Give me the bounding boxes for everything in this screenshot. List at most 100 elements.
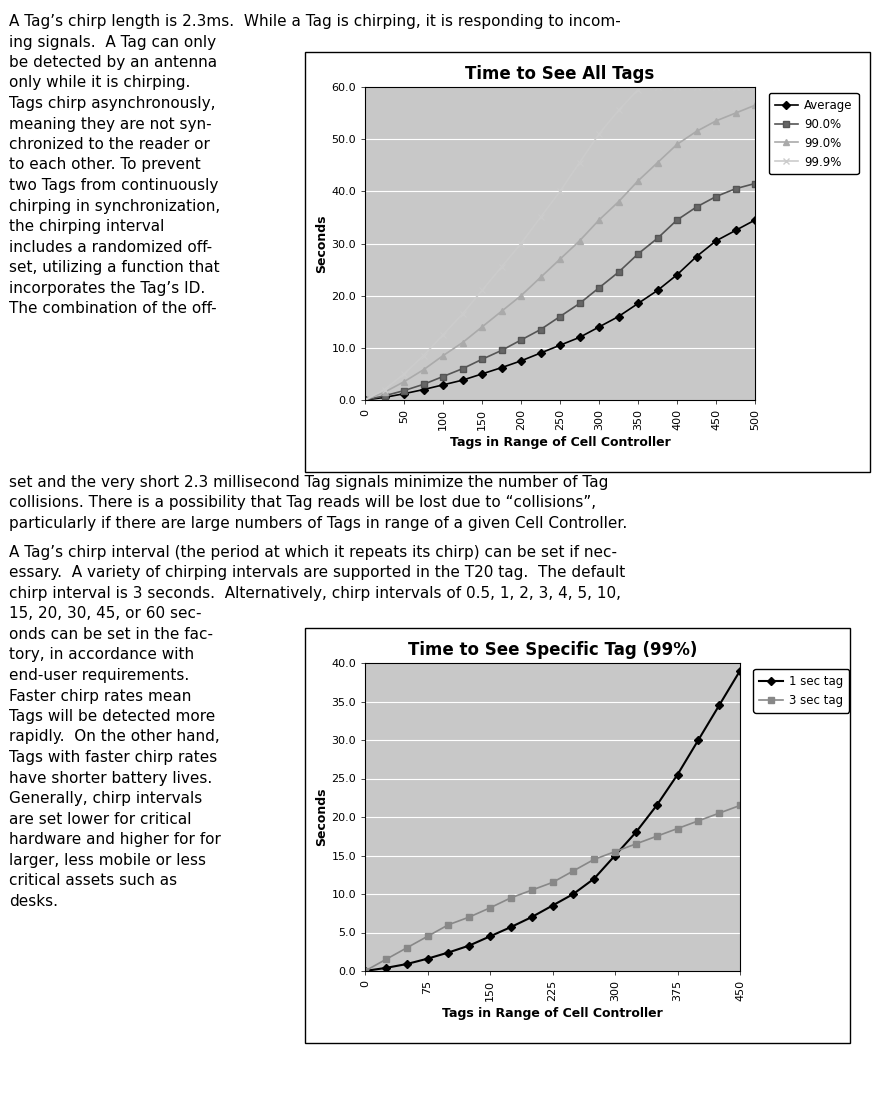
- 99.9%: [516, 237, 526, 250]
- Text: have shorter battery lives.: have shorter battery lives.: [9, 771, 212, 785]
- 99.9%: [476, 284, 487, 298]
- 90.0%: [457, 362, 467, 376]
- 90.0%: [711, 190, 722, 203]
- Text: Faster chirp rates mean: Faster chirp rates mean: [9, 688, 191, 704]
- Average: [399, 388, 409, 401]
- 3 sec tag: [547, 876, 558, 889]
- Text: 15, 20, 30, 45, or 60 sec-: 15, 20, 30, 45, or 60 sec-: [9, 606, 202, 621]
- 1 sec tag: [673, 769, 683, 782]
- 1 sec tag: [443, 946, 454, 960]
- 99.0%: [516, 289, 526, 302]
- 99.0%: [555, 253, 566, 266]
- Text: ing signals.  A Tag can only: ing signals. A Tag can only: [9, 34, 216, 49]
- 90.0%: [613, 266, 624, 279]
- 3 sec tag: [443, 918, 454, 931]
- Average: [574, 330, 585, 344]
- Text: chirp interval is 3 seconds.  Alternatively, chirp intervals of 0.5, 1, 2, 3, 4,: chirp interval is 3 seconds. Alternative…: [9, 586, 621, 601]
- 3 sec tag: [359, 964, 370, 977]
- 99.0%: [438, 349, 449, 362]
- 99.9%: [632, 83, 643, 97]
- Text: critical assets such as: critical assets such as: [9, 873, 177, 888]
- Average: [476, 368, 487, 381]
- Average: [672, 268, 682, 281]
- Text: A Tag’s chirp interval (the period at which it repeats its chirp) can be set if : A Tag’s chirp interval (the period at wh…: [9, 545, 617, 560]
- Text: chronized to the reader or: chronized to the reader or: [9, 137, 210, 152]
- 90.0%: [516, 334, 526, 347]
- Average: [594, 321, 605, 334]
- Text: includes a randomized off-: includes a randomized off-: [9, 239, 212, 255]
- Average: [457, 373, 467, 386]
- Line: 99.0%: 99.0%: [362, 102, 758, 403]
- Average: [711, 234, 722, 247]
- 90.0%: [574, 296, 585, 310]
- Y-axis label: Seconds: Seconds: [316, 214, 328, 272]
- 3 sec tag: [631, 838, 641, 851]
- Average: [749, 213, 760, 226]
- Average: [555, 338, 566, 351]
- Average: [438, 379, 449, 392]
- 1 sec tag: [631, 826, 641, 839]
- 90.0%: [691, 201, 702, 214]
- 99.9%: [399, 368, 409, 381]
- 90.0%: [535, 323, 546, 336]
- Text: only while it is chirping.: only while it is chirping.: [9, 76, 190, 90]
- 90.0%: [652, 232, 663, 245]
- 99.9%: [457, 307, 467, 321]
- 90.0%: [632, 247, 643, 260]
- 3 sec tag: [401, 941, 412, 954]
- 99.0%: [457, 336, 467, 349]
- 3 sec tag: [422, 930, 433, 943]
- 3 sec tag: [651, 830, 662, 843]
- Text: to each other. To prevent: to each other. To prevent: [9, 157, 201, 172]
- 99.0%: [535, 271, 546, 284]
- 99.9%: [438, 328, 449, 341]
- Text: meaning they are not syn-: meaning they are not syn-: [9, 116, 211, 132]
- Text: essary.  A variety of chirping intervals are supported in the T20 tag.  The defa: essary. A variety of chirping intervals …: [9, 565, 625, 581]
- 99.9%: [652, 80, 663, 93]
- 1 sec tag: [422, 952, 433, 965]
- 90.0%: [438, 370, 449, 383]
- 99.9%: [691, 80, 702, 93]
- Text: onds can be set in the fac-: onds can be set in the fac-: [9, 627, 213, 642]
- Text: the chirping interval: the chirping interval: [9, 219, 164, 234]
- 1 sec tag: [568, 887, 579, 900]
- 3 sec tag: [381, 953, 392, 966]
- Line: 1 sec tag: 1 sec tag: [362, 668, 743, 974]
- Average: [359, 393, 370, 406]
- 99.9%: [749, 80, 760, 93]
- 99.0%: [476, 321, 487, 334]
- Text: chirping in synchronization,: chirping in synchronization,: [9, 199, 220, 213]
- Line: 3 sec tag: 3 sec tag: [362, 803, 743, 974]
- X-axis label: Tags in Range of Cell Controller: Tags in Range of Cell Controller: [450, 436, 671, 449]
- 3 sec tag: [589, 853, 599, 866]
- Average: [613, 310, 624, 323]
- 99.0%: [749, 99, 760, 112]
- 90.0%: [594, 281, 605, 294]
- 3 sec tag: [464, 910, 475, 923]
- Text: A Tag’s chirp length is 2.3ms.  While a Tag is chirping, it is responding to inc: A Tag’s chirp length is 2.3ms. While a T…: [9, 14, 621, 29]
- 99.0%: [379, 385, 390, 399]
- Average: [691, 250, 702, 264]
- Line: 99.9%: 99.9%: [362, 85, 758, 403]
- 99.9%: [672, 80, 682, 93]
- 99.9%: [731, 80, 741, 93]
- Text: Generally, chirp intervals: Generally, chirp intervals: [9, 791, 202, 806]
- Text: two Tags from continuously: two Tags from continuously: [9, 178, 219, 193]
- Title: Time to See Specific Tag (99%): Time to See Specific Tag (99%): [408, 640, 698, 659]
- 99.9%: [594, 127, 605, 141]
- 99.0%: [613, 195, 624, 209]
- 3 sec tag: [673, 822, 683, 836]
- 3 sec tag: [693, 815, 704, 828]
- 1 sec tag: [547, 899, 558, 912]
- Line: 90.0%: 90.0%: [362, 181, 758, 403]
- 3 sec tag: [568, 864, 579, 877]
- 3 sec tag: [484, 901, 495, 915]
- Text: Tags will be detected more: Tags will be detected more: [9, 709, 215, 724]
- 90.0%: [418, 378, 429, 391]
- 1 sec tag: [714, 698, 724, 712]
- 99.9%: [496, 260, 507, 273]
- Text: The combination of the off-: The combination of the off-: [9, 301, 217, 316]
- 99.9%: [379, 383, 390, 396]
- 90.0%: [555, 310, 566, 323]
- Text: incorporates the Tag’s ID.: incorporates the Tag’s ID.: [9, 280, 205, 295]
